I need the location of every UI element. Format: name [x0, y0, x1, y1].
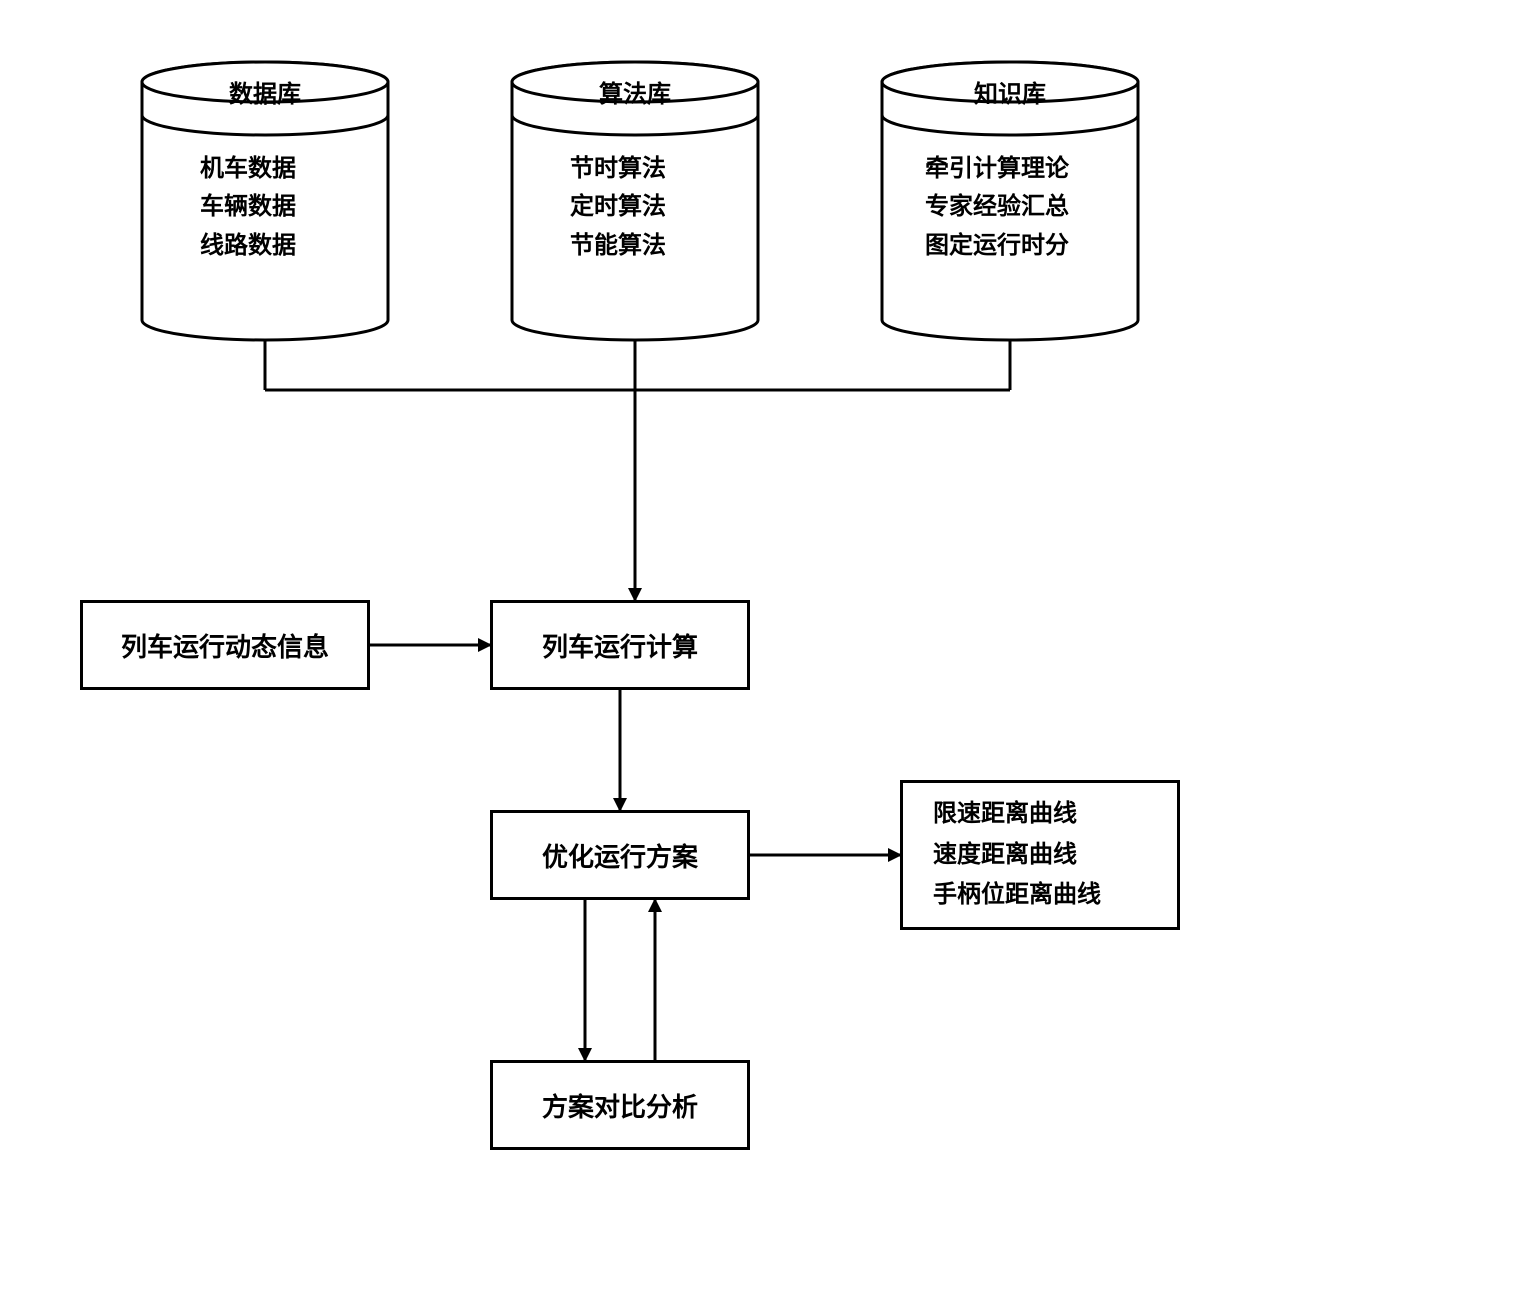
cylinder-database-body: 机车数据 车辆数据 线路数据	[200, 150, 296, 265]
kn-line-1: 牵引计算理论	[925, 150, 1069, 188]
cylinder-algorithm: 算法库 节时算法 定时算法 节能算法	[510, 60, 760, 342]
cylinder-knowledge-title: 知识库	[880, 74, 1140, 109]
cylinder-database-title: 数据库	[140, 74, 390, 109]
alg-line-1: 节时算法	[570, 150, 666, 188]
kn-line-3: 图定运行时分	[925, 227, 1069, 265]
box-dynamic-info-label: 列车运行动态信息	[121, 627, 329, 664]
alg-line-2: 定时算法	[570, 188, 666, 226]
box-dynamic-info: 列车运行动态信息	[80, 600, 370, 690]
curves-line-1: 限速距离曲线	[933, 794, 1147, 835]
curves-line-3: 手柄位距离曲线	[933, 875, 1147, 916]
cylinder-knowledge: 知识库 牵引计算理论 专家经验汇总 图定运行时分	[880, 60, 1140, 342]
cylinder-algorithm-body: 节时算法 定时算法 节能算法	[570, 150, 666, 265]
box-optimize: 优化运行方案	[490, 810, 750, 900]
db-line-2: 车辆数据	[200, 188, 296, 226]
box-optimize-label: 优化运行方案	[542, 837, 698, 874]
cylinder-database: 数据库 机车数据 车辆数据 线路数据	[140, 60, 390, 342]
curves-line-2: 速度距离曲线	[933, 835, 1147, 876]
cylinder-knowledge-body: 牵引计算理论 专家经验汇总 图定运行时分	[925, 150, 1069, 265]
kn-line-2: 专家经验汇总	[925, 188, 1069, 226]
db-line-3: 线路数据	[200, 227, 296, 265]
box-compare-label: 方案对比分析	[542, 1087, 698, 1124]
diagram-container: 数据库 机车数据 车辆数据 线路数据 算法库 节时算法 定时算法 节能算法 知识	[80, 60, 1360, 1260]
box-compare: 方案对比分析	[490, 1060, 750, 1150]
db-line-1: 机车数据	[200, 150, 296, 188]
box-curves: 限速距离曲线 速度距离曲线 手柄位距离曲线	[900, 780, 1180, 930]
alg-line-3: 节能算法	[570, 227, 666, 265]
box-calc: 列车运行计算	[490, 600, 750, 690]
box-calc-label: 列车运行计算	[542, 627, 698, 664]
cylinder-algorithm-title: 算法库	[510, 74, 760, 109]
